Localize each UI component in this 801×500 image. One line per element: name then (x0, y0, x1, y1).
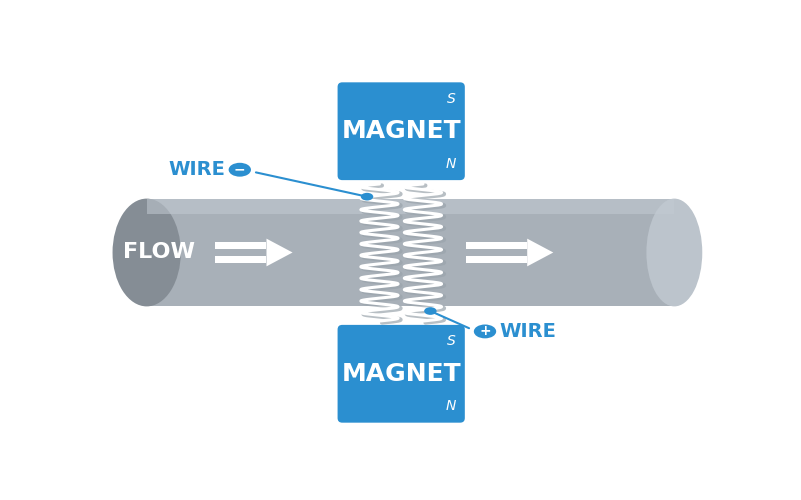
Text: FLOW: FLOW (123, 242, 195, 262)
Text: N: N (445, 400, 456, 413)
Text: MAGNET: MAGNET (341, 119, 461, 143)
Ellipse shape (646, 198, 702, 306)
Ellipse shape (474, 324, 496, 338)
Ellipse shape (228, 163, 251, 176)
Ellipse shape (112, 198, 181, 306)
Ellipse shape (425, 307, 437, 315)
Text: WIRE: WIRE (168, 160, 225, 179)
Text: WIRE: WIRE (500, 322, 557, 341)
Text: N: N (445, 157, 456, 171)
FancyBboxPatch shape (337, 325, 465, 422)
Polygon shape (215, 256, 267, 264)
Text: S: S (447, 92, 456, 106)
FancyBboxPatch shape (337, 82, 465, 180)
Text: MAGNET: MAGNET (341, 362, 461, 386)
Polygon shape (466, 242, 527, 248)
Polygon shape (147, 198, 674, 306)
Polygon shape (147, 198, 674, 214)
Polygon shape (527, 238, 553, 266)
Ellipse shape (360, 193, 373, 200)
Text: +: + (479, 324, 491, 338)
Polygon shape (215, 242, 267, 248)
Text: −: − (234, 162, 246, 176)
Polygon shape (267, 238, 292, 266)
Polygon shape (466, 256, 527, 264)
Text: S: S (447, 334, 456, 348)
